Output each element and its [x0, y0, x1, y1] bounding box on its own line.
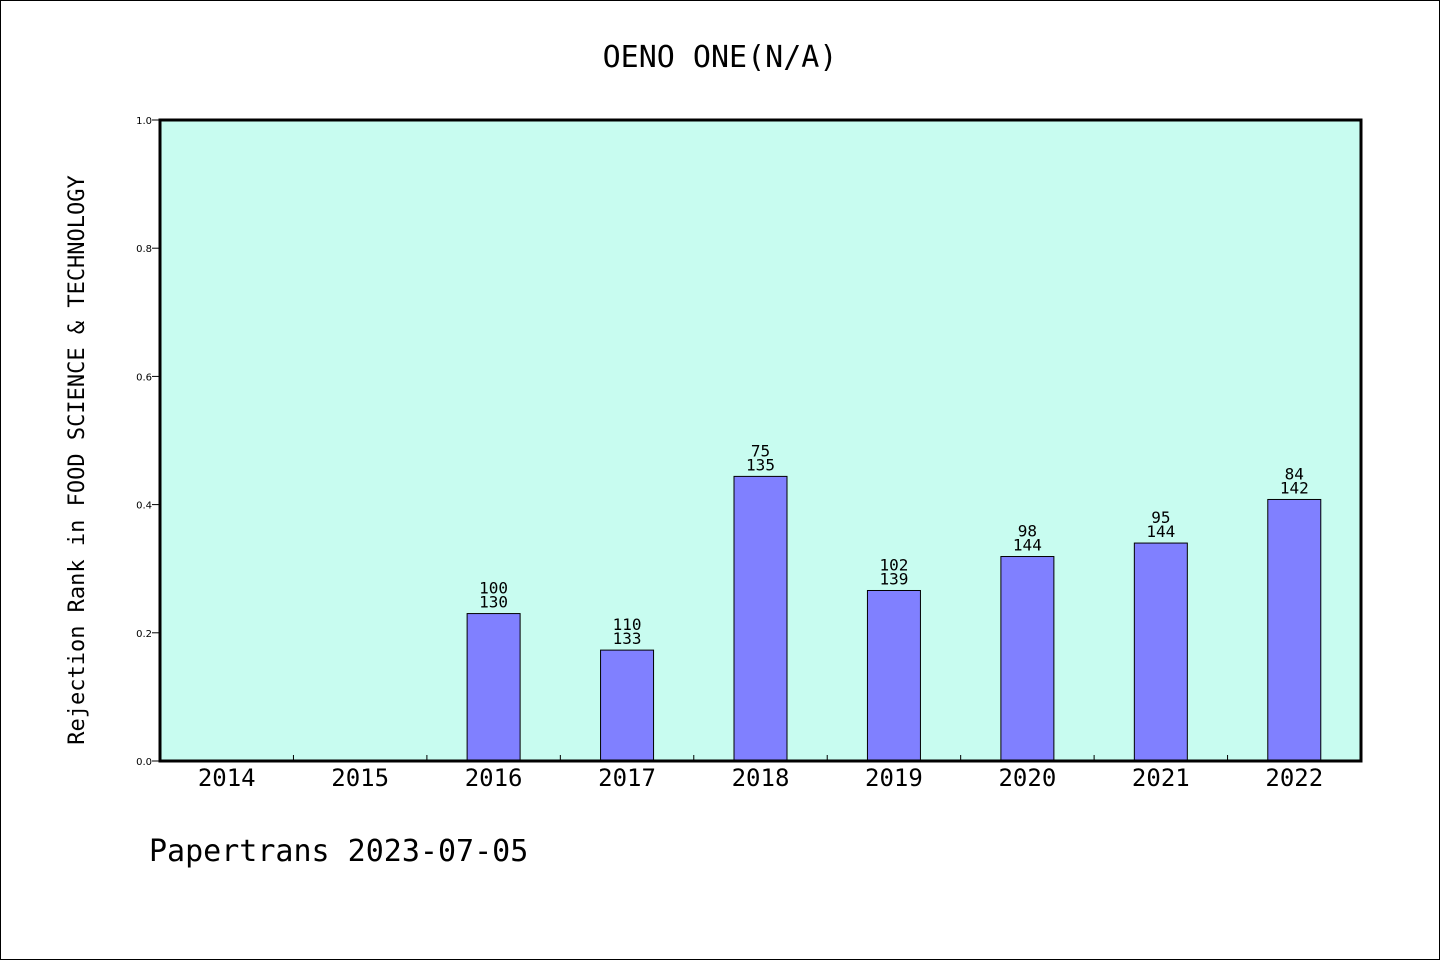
x-tick-label: 2017: [598, 764, 656, 792]
data-label-bottom: 133: [613, 629, 642, 648]
data-label-bottom: 144: [1146, 522, 1175, 541]
bar-2017: [600, 649, 655, 762]
x-tick-label: 2022: [1265, 764, 1323, 792]
x-tick-label: 2020: [998, 764, 1056, 792]
x-tick-label: 2016: [465, 764, 523, 792]
plot-border: [158, 118, 1363, 763]
y-tick-label: 0.0: [136, 757, 152, 768]
x-tick-label: 2021: [1132, 764, 1190, 792]
y-axis-ticks: 0.0 0.2 0.4 0.6 0.8 1.0: [136, 116, 160, 768]
bar-2021: [1133, 542, 1188, 762]
bar-2016: [466, 613, 521, 762]
x-axis-ticks: 2014 2015 2016 2017 2018 2019 2020 2021 2022: [198, 755, 1323, 792]
bar-2019: [866, 589, 921, 762]
data-label-top: 95: [1151, 508, 1170, 527]
data-label-bottom: 139: [879, 569, 908, 588]
y-axis-label: Rejection Rank in FOOD SCIENCE & TECHNOL…: [65, 175, 90, 745]
x-tick-label: 2015: [331, 764, 389, 792]
data-label-bottom: 130: [479, 593, 508, 612]
data-label-top: 102: [879, 555, 908, 574]
data-label-bottom: 142: [1280, 478, 1309, 497]
data-label-top: 84: [1285, 464, 1304, 483]
data-label-bottom: 144: [1013, 536, 1042, 555]
footer-credit: Papertrans 2023-07-05: [149, 834, 529, 869]
chart-title: OENO ONE(N/A): [603, 40, 838, 75]
y-tick-label: 1.0: [136, 116, 152, 127]
y-tick-label: 0.4: [136, 501, 152, 512]
bar-2020: [1000, 556, 1055, 762]
x-tick-label: 2019: [865, 764, 923, 792]
bar-2022: [1267, 498, 1322, 762]
data-label-top: 75: [751, 441, 770, 460]
data-label-top: 98: [1018, 522, 1037, 541]
bar-2018: [733, 475, 788, 762]
y-tick-label: 0.6: [136, 372, 152, 383]
data-label-top: 110: [613, 615, 642, 634]
x-tick-label: 2018: [732, 764, 790, 792]
data-label-top: 100: [479, 579, 508, 598]
y-tick-label: 0.2: [136, 629, 152, 640]
y-tick-label: 0.8: [136, 244, 152, 255]
x-tick-label: 2014: [198, 764, 256, 792]
data-label-bottom: 135: [746, 455, 775, 474]
